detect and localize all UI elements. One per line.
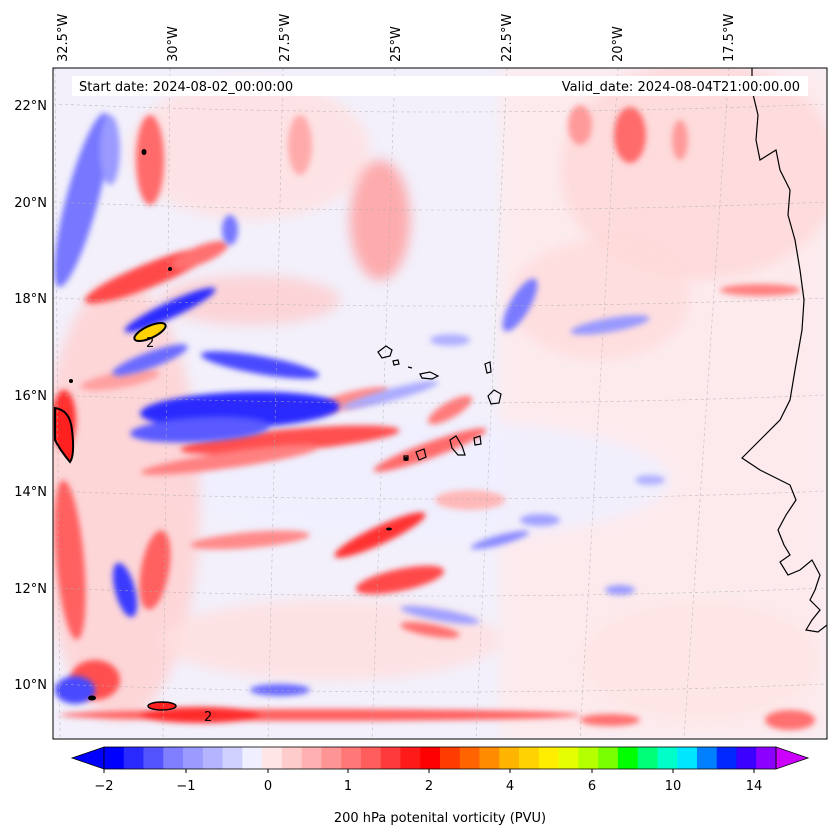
colorbar-tick-label: 4: [506, 779, 514, 794]
lon-label: 20°W: [611, 26, 626, 62]
cape-verde-island: [473, 435, 482, 446]
colorbar-tick-label: −2: [94, 779, 113, 794]
colorbar-cell: [400, 747, 421, 769]
colorbar-min-extend: [70, 746, 105, 770]
colorbar-cell: [440, 747, 461, 769]
colorbar-cell: [281, 747, 302, 769]
cape-verde-island: [377, 345, 393, 359]
lat-label: 12°N: [14, 582, 47, 597]
colorbar-cell: [617, 747, 638, 769]
map-panel: 2 2: [52, 67, 828, 740]
colorbar-cell: [637, 747, 658, 769]
lon-label: 30°W: [166, 26, 181, 62]
colorbar-cell: [104, 747, 125, 769]
colorbar-tick-label: 10: [665, 779, 682, 794]
colorbar-cell: [756, 747, 777, 769]
colorbar-tick-label: 1: [344, 779, 352, 794]
colorbar-tick-label: 14: [746, 779, 763, 794]
cape-verde-island: [419, 371, 440, 380]
contour-label-2-north: 2: [146, 336, 154, 351]
colorbar-title: 200 hPa potenital vorticity (PVU): [334, 811, 546, 826]
longitude-labels: 32.5°W 30°W 27.5°W 25°W 22.5°W 20°W 17.5…: [56, 14, 737, 62]
cape-verde-island: [487, 389, 502, 405]
start-date-label: Start date: 2024-08-02_00:00:00: [79, 80, 293, 95]
colorbar-cell: [657, 747, 678, 769]
lon-label: 32.5°W: [56, 14, 71, 62]
info-bar: [72, 76, 808, 96]
colorbar-cell: [222, 747, 243, 769]
colorbar-frame: [103, 746, 777, 770]
pv-field: 2 2: [53, 68, 827, 739]
colorbar-cell: [321, 747, 342, 769]
gridlines: [53, 68, 827, 739]
colorbar-cell: [420, 747, 441, 769]
colorbar-tick-label: 6: [588, 779, 596, 794]
colorbar-cell: [716, 747, 737, 769]
pv-negative-streaks: [54, 112, 665, 704]
colorbar-tick-labels: −2 −1 0 1 2 4 6 10 14: [94, 779, 762, 794]
colorbar-cell: [479, 747, 500, 769]
colorbar-cell: [202, 747, 223, 769]
cape-verde-island: [403, 455, 409, 461]
lat-label: 18°N: [14, 292, 47, 307]
cape-verde-island: [392, 359, 400, 366]
lat-label: 16°N: [14, 389, 47, 404]
contour-label-2-south: 2: [204, 710, 212, 725]
cape-verde-island: [407, 366, 413, 369]
colorbar-cell: [459, 747, 480, 769]
cape-verde-island: [449, 435, 466, 456]
pv-high-cores: [54, 149, 408, 711]
colorbar-tick-label: 0: [264, 779, 272, 794]
colorbar-tick-label: −1: [176, 779, 195, 794]
colorbar-cell: [163, 747, 184, 769]
colorbar-cell: [696, 747, 717, 769]
colorbar-ticks: [103, 769, 755, 773]
africa-coastline: [741, 68, 827, 633]
cape-verde-island: [415, 448, 427, 461]
colorbar-tick-label: 2: [425, 779, 433, 794]
colorbar-cell: [242, 747, 263, 769]
colorbar-cells: [104, 747, 777, 769]
colorbar-cell: [736, 747, 757, 769]
lon-label: 22.5°W: [500, 14, 515, 62]
colorbar-cell: [123, 747, 144, 769]
colorbar-cell: [578, 747, 599, 769]
colorbar-cell: [677, 747, 698, 769]
colorbar-cell: [558, 747, 579, 769]
colorbar-cell: [183, 747, 204, 769]
colorbar-cell: [143, 747, 164, 769]
colorbar-cell: [598, 747, 619, 769]
lat-label: 10°N: [14, 678, 47, 693]
lon-label: 25°W: [389, 26, 404, 62]
lon-label: 27.5°W: [278, 14, 293, 62]
cape-verde-island: [484, 361, 492, 374]
colorbar-cell: [380, 747, 401, 769]
colorbar-cell: [499, 747, 520, 769]
coastlines: [377, 68, 827, 633]
colorbar-cell: [301, 747, 322, 769]
valid-date-label: Valid_date: 2024-08-04T21:00:00.00: [562, 80, 800, 95]
lat-label: 20°N: [14, 196, 47, 211]
colorbar-cell: [360, 747, 381, 769]
latitude-labels: 22°N 20°N 18°N 16°N 14°N 12°N 10°N: [14, 99, 47, 693]
colorbar-max-extend: [775, 746, 810, 770]
colorbar-cell: [341, 747, 362, 769]
colorbar-cell: [262, 747, 283, 769]
map-frame: [52, 67, 828, 740]
pv-background-texture: [53, 68, 827, 739]
colorbar: −2 −1 0 1 2 4 6 10 14 200 hPa potenital …: [70, 746, 810, 826]
colorbar-cell: [538, 747, 559, 769]
lat-label: 14°N: [14, 485, 47, 500]
lon-label: 17.5°W: [722, 14, 737, 62]
colorbar-cell: [519, 747, 540, 769]
lat-label: 22°N: [14, 99, 47, 114]
